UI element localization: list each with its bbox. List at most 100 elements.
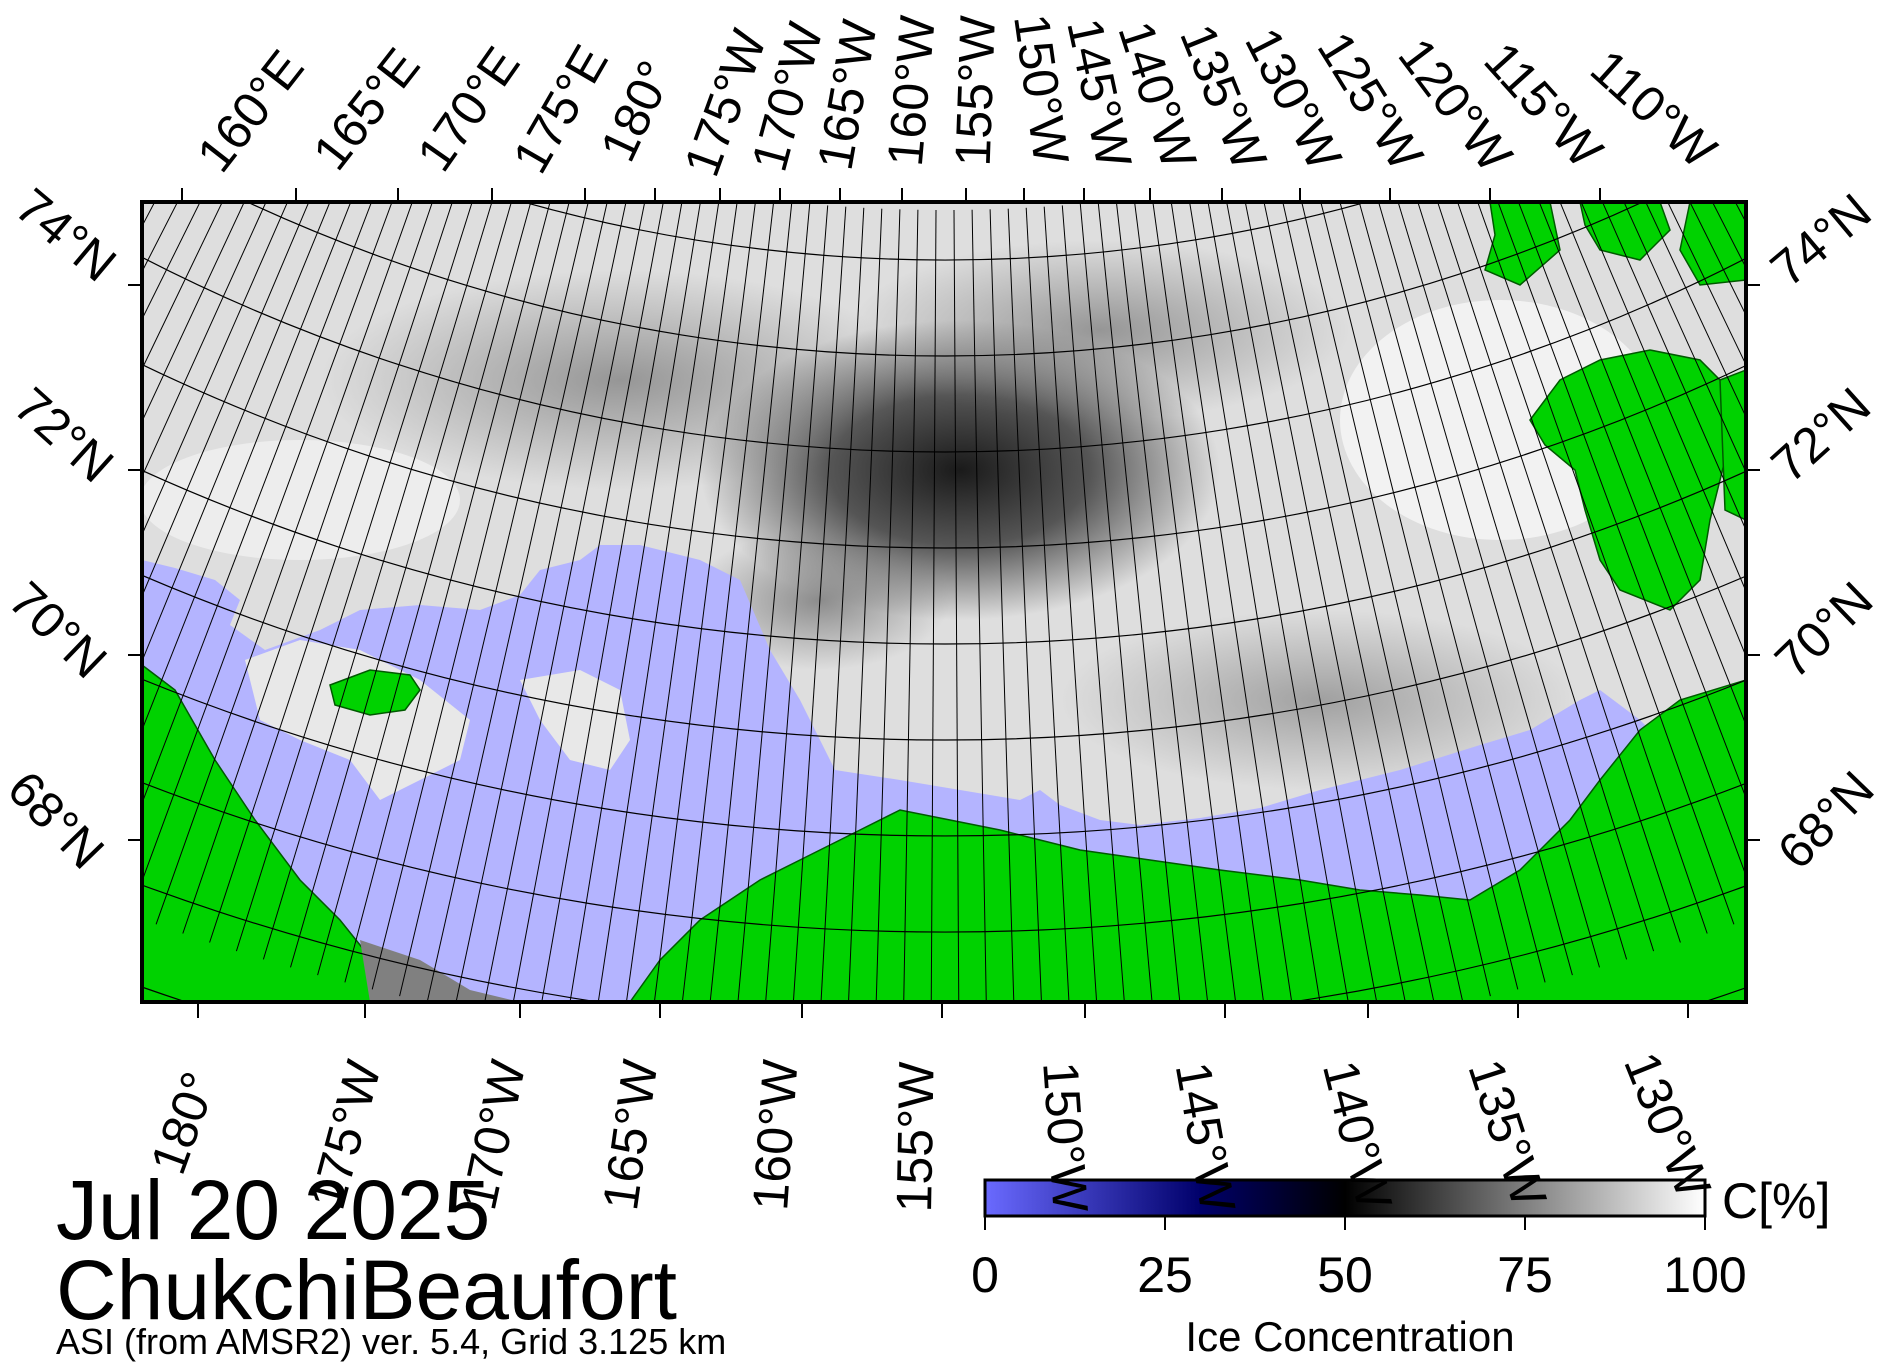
meridian-line [142, 202, 331, 663]
colorbar-tick-label: 75 [1497, 1247, 1553, 1303]
colorbar-ticks [984, 1216, 1706, 1230]
parallel-line [142, 781, 1746, 933]
meridian-line [1497, 202, 1746, 878]
meridian-line [1079, 203, 1153, 1002]
parallel-line [142, 363, 1746, 549]
meridian-line [1207, 202, 1349, 1002]
colorbar [983, 1178, 1707, 1218]
meridian-line [209, 202, 453, 943]
map-panel [0, 0, 1890, 1002]
meridian-line [426, 202, 608, 1002]
parallel-line [142, 678, 1746, 837]
meridian-line [1115, 202, 1209, 1002]
meridian-line [1025, 207, 1070, 1002]
land-arctic-islands [1484, 202, 1561, 286]
meridian-line [1061, 205, 1125, 1002]
meridian-line [681, 202, 775, 1002]
product-label: ASI (from AMSR2) ver. 5.4, Grid 3.125 km [56, 1321, 727, 1362]
meridian-line [1477, 202, 1735, 925]
parallel-line [142, 574, 1746, 741]
meridian-line [1580, 202, 1746, 593]
meridian-line [1152, 202, 1265, 1002]
meridian-line [625, 202, 738, 1002]
meridian-line [155, 202, 413, 925]
meridian-line [1773, 0, 1890, 674]
meridian-line [484, 202, 646, 1002]
meridian-line [142, 202, 352, 732]
meridian-line [399, 202, 589, 997]
meridian-line [1007, 208, 1042, 1002]
land-alaska [629, 679, 1746, 1002]
ice-texture [320, 270, 920, 490]
region-label: ChukchiBeaufort [56, 1243, 678, 1337]
meridian-line [317, 202, 532, 976]
meridian-line [1320, 202, 1519, 990]
meridian-line [455, 202, 627, 1002]
meridian-line [1097, 202, 1181, 1002]
land-chukotka [142, 664, 381, 1002]
meridian-line [597, 202, 720, 1002]
meridian-line [971, 209, 987, 1002]
land-arctic-islands [1579, 202, 1671, 261]
colorbar-tick-label: 50 [1317, 1247, 1373, 1303]
lon-label-top: 160°W [876, 13, 946, 169]
map-ticks [128, 188, 1760, 1018]
meridian-line [1623, 202, 1746, 474]
meridian-line [142, 202, 373, 805]
meridian-line [930, 209, 937, 1002]
meridian-line [737, 203, 811, 1002]
meridian-line [371, 202, 570, 990]
colorbar-tick-label: 100 [1663, 1247, 1747, 1303]
meridian-line [1226, 202, 1378, 1002]
meridian-line [1538, 202, 1746, 727]
meridian-line [344, 202, 551, 983]
meridian-line [142, 202, 289, 536]
meridian-line [792, 206, 847, 1002]
parallel-line [142, 469, 1746, 645]
meridian-line [1282, 202, 1464, 1002]
meridian-line [1170, 202, 1293, 1002]
meridian-line [182, 202, 433, 934]
colorbar-tick-label: 25 [1137, 1247, 1193, 1303]
lon-label-bottom: 155°W [886, 1061, 945, 1213]
meridian-line [765, 205, 829, 1002]
land-arctic-islands [1679, 202, 1746, 286]
meridian-line [1601, 202, 1746, 532]
meridian-line [569, 202, 701, 1002]
meridian-line [142, 202, 267, 478]
meridian-line [1517, 202, 1746, 800]
land-victoria-island [1719, 369, 1746, 521]
parallel-line [521, 202, 1369, 261]
lon-label-bottom: 160°W [742, 1057, 809, 1213]
meridian-line [262, 202, 493, 960]
meridian-line [0, 0, 133, 689]
land-wrangel-island [329, 669, 421, 716]
colorbar-tick-label: 0 [971, 1247, 999, 1303]
meridian-line [1134, 202, 1237, 1002]
meridian-line [1339, 202, 1546, 983]
meridian-line [1043, 206, 1098, 1002]
meridian-line [989, 209, 1015, 1002]
ice-texture [142, 440, 460, 560]
lon-label-top: 155°W [944, 14, 1006, 168]
lon-label-bottom: 150°W [1032, 1059, 1099, 1215]
meridian-line [512, 202, 664, 1002]
meridian-line [0, 0, 118, 674]
meridian-line [1437, 202, 1681, 943]
meridian-line [1189, 202, 1321, 1002]
meridian-line [541, 202, 683, 1002]
meridian-line [848, 208, 883, 1002]
meridian-line [1358, 202, 1573, 976]
meridian-line [1378, 202, 1600, 968]
meridian-line [1757, 0, 1890, 689]
meridian-line [1301, 202, 1491, 997]
meridian-line [653, 202, 756, 1002]
colorbar-unit: C[%] [1722, 1173, 1831, 1229]
meridian-line [1263, 202, 1435, 1002]
date-label: Jul 20 2025 [56, 1163, 491, 1257]
meridian-line [820, 207, 865, 1002]
meridian-line [875, 209, 901, 1002]
graticule [0, 0, 1890, 1002]
meridian-line [235, 202, 473, 952]
meridian-line [1244, 202, 1406, 1002]
